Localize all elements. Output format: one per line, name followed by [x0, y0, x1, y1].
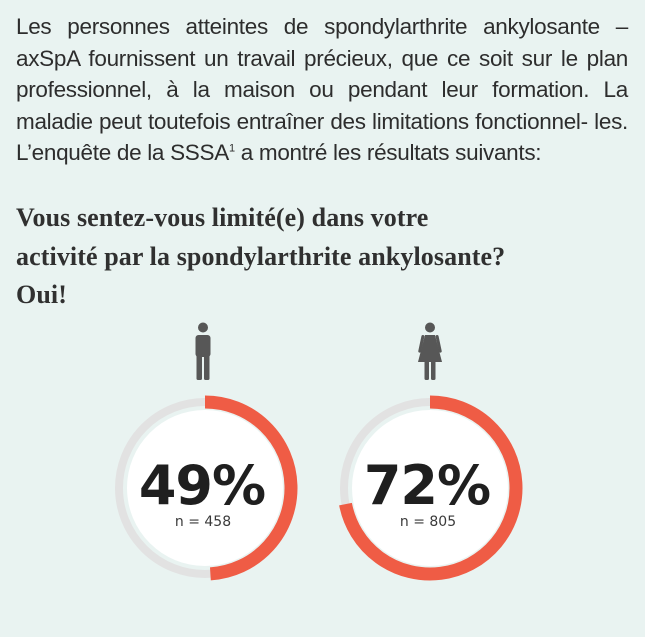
donut-chart: 72%n = 805	[339, 322, 523, 581]
donut-slice-value	[339, 395, 523, 581]
intro-line: professionnel, à la maison ou pendant le…	[16, 77, 628, 102]
intro-line: axSpA fournissent un travail précieux, q…	[16, 45, 628, 71]
question-answer: Oui!	[16, 280, 67, 309]
sample-size-label: n = 458	[175, 514, 231, 530]
footnote-marker: 1	[228, 142, 235, 155]
percentage-label: 49%	[139, 454, 265, 517]
intro-paragraph: Les personnes atteintes de spondylarthri…	[16, 11, 628, 169]
intro-line: Les personnes atteintes de spondylarthri…	[16, 14, 628, 39]
donut-center	[352, 410, 508, 566]
survey-question: Vous sentez-vous limité(e) dans votre ac…	[16, 199, 631, 315]
donut-center	[127, 410, 283, 566]
man-icon	[195, 322, 211, 380]
percentage-label: 72%	[364, 454, 490, 517]
intro-line: a montré les résultats suivants:	[234, 140, 542, 165]
sample-size-label: n = 805	[400, 514, 456, 530]
question-line: Vous sentez-vous limité(e) dans votre	[16, 203, 429, 232]
question-line: activité par la spondylarthrite ankylosa…	[16, 241, 506, 271]
intro-line: maladie peut toutefois entraîner des lim…	[16, 108, 588, 134]
donut-slice-value	[204, 395, 298, 581]
donut-chart: 49%n = 458	[115, 322, 298, 581]
woman-icon	[418, 322, 442, 380]
intro-line: les. L’enquête de la SSSA	[16, 108, 628, 166]
